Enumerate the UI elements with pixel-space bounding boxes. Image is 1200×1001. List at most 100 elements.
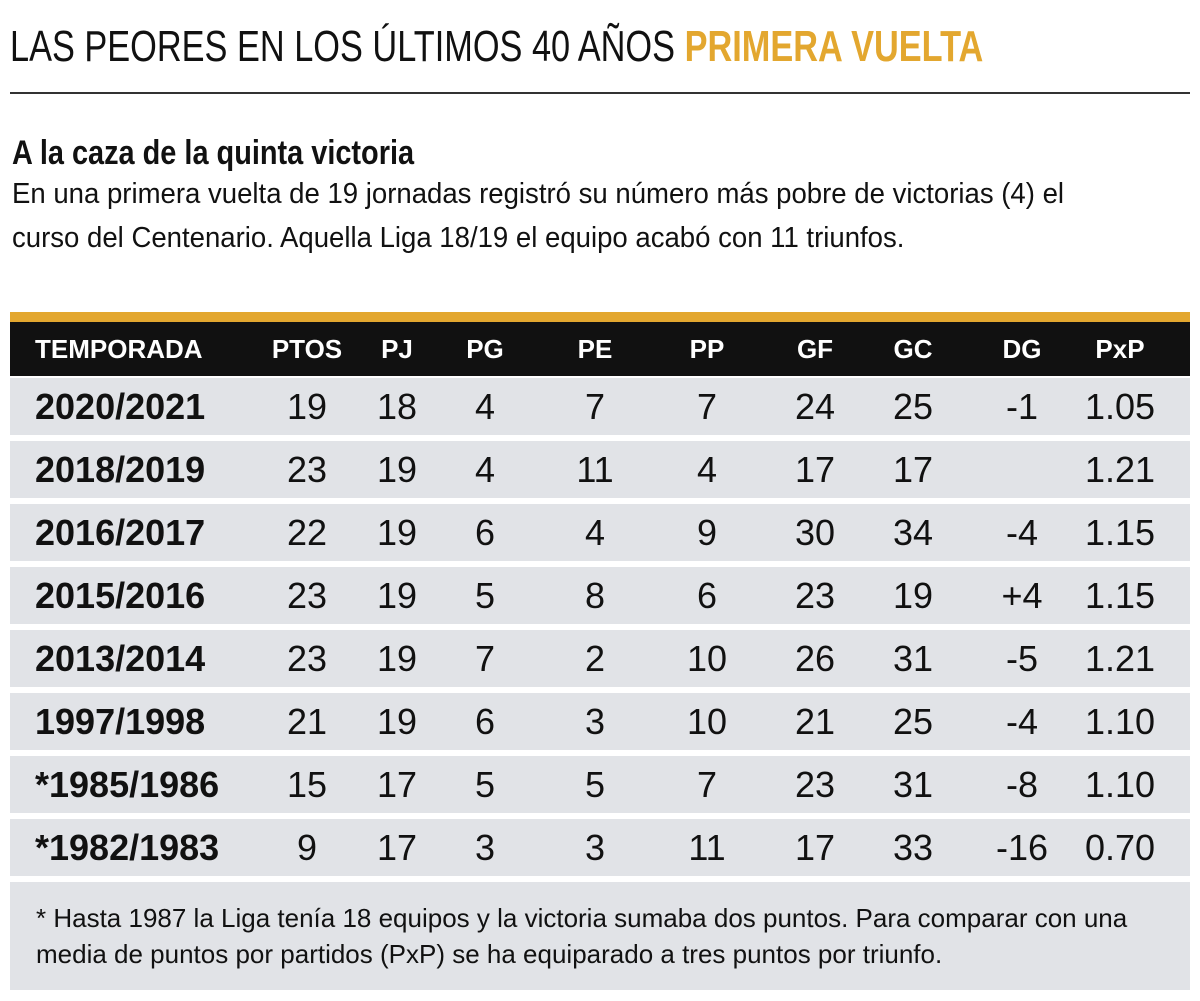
cell: 2018/2019 [35, 441, 295, 498]
cell: 1.21 [1070, 441, 1170, 498]
cell: -8 [972, 756, 1072, 813]
cell-text: 17 [376, 763, 418, 805]
cell: 0.70 [1070, 819, 1170, 876]
cell: 17 [347, 819, 447, 876]
accent-bar [10, 312, 1190, 322]
cell: 33 [863, 819, 963, 876]
cell-text: 4 [584, 511, 606, 553]
cell: 25 [863, 693, 963, 750]
cell-text: 19 [376, 637, 418, 679]
cell-text: 3 [584, 826, 606, 868]
cell: 34 [863, 504, 963, 561]
cell-text: 1.15 [1084, 574, 1156, 616]
cell: 1.10 [1070, 756, 1170, 813]
cell-text: 15 [286, 763, 328, 805]
cell-text: 19 [376, 511, 418, 553]
cell-text: *1982/1983 [35, 826, 220, 868]
cell: 15 [257, 756, 357, 813]
cell: 1.05 [1070, 378, 1170, 435]
cell: 6 [657, 567, 757, 624]
cell-text: PTOS [271, 333, 343, 364]
cell-text: 2018/2019 [35, 448, 206, 490]
cell-text: 22 [286, 511, 328, 553]
cell: DG [972, 322, 1072, 376]
cell: 25 [863, 378, 963, 435]
cell-text: 21 [286, 700, 328, 742]
cell: PP [657, 322, 757, 376]
cell-text: 2013/2014 [35, 637, 206, 679]
cell-text: GC [893, 333, 933, 364]
cell: -1 [972, 378, 1072, 435]
cell-text: TEMPORADA [35, 333, 203, 364]
cell-text: 1997/1998 [35, 700, 206, 742]
cell: 2 [545, 630, 645, 687]
cell: 19 [347, 504, 447, 561]
cell-text: -4 [1005, 700, 1038, 742]
cell-text: -5 [1005, 637, 1038, 679]
cell-text: 17 [794, 448, 836, 490]
cell: 6 [435, 504, 535, 561]
cell: 7 [657, 756, 757, 813]
cell-text: -4 [1005, 511, 1038, 553]
cell [972, 441, 1072, 498]
cell-text: 10 [686, 700, 728, 742]
cell: GF [765, 322, 865, 376]
cell-text: DG [1002, 333, 1042, 364]
title-text: LAS PEORES EN LOS ÚLTIMOS 40 AÑOS [10, 22, 676, 71]
table-row: 2020/2021 19 18 4 7 7 24 25 -1 1.05 [10, 378, 1190, 435]
cell-text: 8 [584, 574, 606, 616]
cell-text: 34 [892, 511, 934, 553]
cell-text: 9 [696, 511, 718, 553]
cell-text: 5 [474, 763, 496, 805]
cell-text: 1.21 [1084, 448, 1156, 490]
cell: PE [545, 322, 645, 376]
cell: 4 [435, 441, 535, 498]
cell-text: 23 [286, 637, 328, 679]
cell-text: 2016/2017 [35, 511, 206, 553]
cell-text: 2020/2021 [35, 385, 206, 427]
table-row: *1982/1983 9 17 3 3 11 17 33 -16 0.70 [10, 819, 1190, 876]
cell-text: 25 [892, 700, 934, 742]
cell: 19 [347, 630, 447, 687]
cell: 1.21 [1070, 630, 1170, 687]
cell: 31 [863, 630, 963, 687]
cell-text: 6 [696, 574, 718, 616]
cell-text: 23 [286, 574, 328, 616]
cell-text: PE [577, 333, 613, 364]
cell-text: 19 [376, 448, 418, 490]
cell: 2016/2017 [35, 504, 295, 561]
cell-text: 2 [584, 637, 606, 679]
cell: *1982/1983 [35, 819, 295, 876]
cell-text: -8 [1005, 763, 1038, 805]
table-row: 2015/2016 23 19 5 8 6 23 19 +4 1.15 [10, 567, 1190, 624]
cell: 1.15 [1070, 567, 1170, 624]
cell: 10 [657, 693, 757, 750]
cell-text: 5 [474, 574, 496, 616]
cell-text: 19 [892, 574, 934, 616]
cell: 19 [257, 378, 357, 435]
table-row: 1997/1998 21 19 6 3 10 21 25 -4 1.10 [10, 693, 1190, 750]
cell: 17 [765, 819, 865, 876]
cell-text: PP [689, 333, 725, 364]
cell-text: PxP [1095, 333, 1145, 364]
cell-text: 19 [376, 574, 418, 616]
cell: 23 [257, 630, 357, 687]
cell-text: 11 [688, 826, 726, 868]
cell: PTOS [257, 322, 357, 376]
cell-text: 4 [474, 385, 496, 427]
intro-text: En una primera vuelta de 19 jornadas reg… [12, 178, 1065, 254]
cell: 23 [257, 567, 357, 624]
header-row: TEMPORADA PTOS PJ PG PE PP GF GC DG PxP [10, 322, 1190, 376]
cell: 19 [347, 441, 447, 498]
heading: A la caza de la quinta victoria [12, 134, 415, 172]
cell-text: 1.15 [1084, 511, 1156, 553]
cell: 10 [657, 630, 757, 687]
cell: 22 [257, 504, 357, 561]
cell-text: 11 [576, 448, 614, 490]
cell: 5 [435, 567, 535, 624]
cell-text: PJ [381, 333, 413, 364]
cell: 3 [435, 819, 535, 876]
cell: 21 [257, 693, 357, 750]
cell-text: 7 [696, 763, 718, 805]
